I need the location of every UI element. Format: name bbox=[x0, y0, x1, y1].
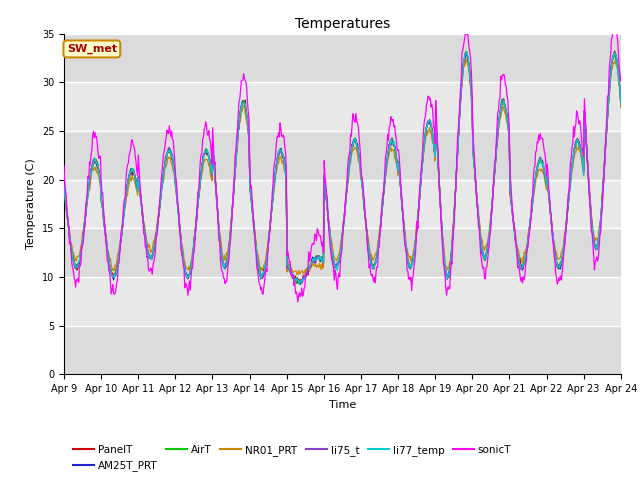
Title: Temperatures: Temperatures bbox=[295, 17, 390, 31]
Bar bbox=[64, 34, 621, 82]
Legend: PanelT, AM25T_PRT, AirT, NR01_PRT, li75_t, li77_temp, sonicT: PanelT, AM25T_PRT, AirT, NR01_PRT, li75_… bbox=[69, 441, 516, 475]
Y-axis label: Temperature (C): Temperature (C) bbox=[26, 158, 36, 250]
Text: SW_met: SW_met bbox=[67, 44, 117, 54]
Bar bbox=[64, 228, 621, 277]
Bar bbox=[64, 326, 621, 374]
X-axis label: Time: Time bbox=[329, 400, 356, 409]
Bar bbox=[64, 131, 621, 180]
